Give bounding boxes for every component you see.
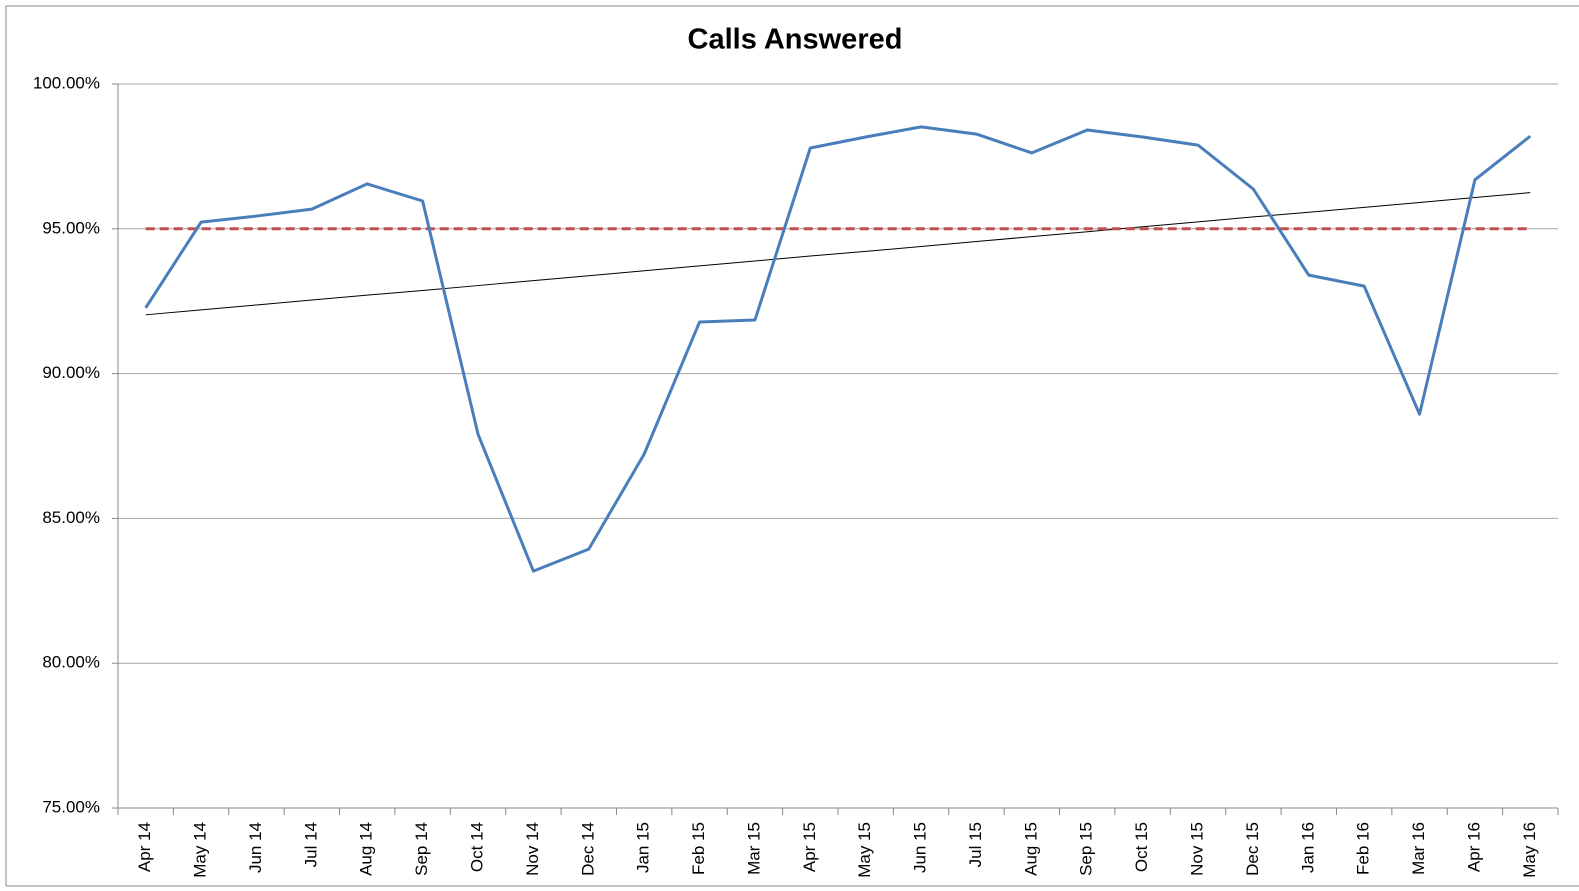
x-tick-label: Mar 15 xyxy=(744,822,763,875)
x-tick-label: Aug 14 xyxy=(357,822,376,876)
y-tick-label: 80.00% xyxy=(42,653,100,672)
x-tick-label: Dec 15 xyxy=(1243,822,1262,876)
y-tick-label: 100.00% xyxy=(33,73,100,92)
chart-frame xyxy=(5,5,1579,887)
x-tick-label: Oct 14 xyxy=(467,822,486,872)
x-tick-label: Feb 16 xyxy=(1354,822,1373,875)
x-tick-label: May 14 xyxy=(191,822,210,878)
x-tick-label: Dec 14 xyxy=(578,822,597,876)
series-line xyxy=(144,125,1532,573)
x-tick-label: Apr 15 xyxy=(800,822,819,872)
x-tick-label: Aug 15 xyxy=(1021,822,1040,876)
y-tick-label: 90.00% xyxy=(42,363,100,382)
x-tick-label: Feb 15 xyxy=(689,822,708,875)
x-tick-label: May 15 xyxy=(855,822,874,878)
x-tick-label: Jan 15 xyxy=(634,822,653,873)
chart-title: Calls Answered xyxy=(688,24,903,56)
x-tick-label: Mar 16 xyxy=(1409,822,1428,875)
x-tick-label: Oct 15 xyxy=(1132,822,1151,872)
x-tick-label: Jun 14 xyxy=(246,822,265,873)
y-tick-label: 75.00% xyxy=(42,797,100,816)
x-tick-label: Jun 15 xyxy=(911,822,930,873)
x-tick-label: May 16 xyxy=(1520,822,1539,878)
x-tick-label: Jul 15 xyxy=(966,822,985,867)
x-tick-label: Nov 15 xyxy=(1187,822,1206,876)
x-tick-label: Apr 16 xyxy=(1464,822,1483,872)
x-tick-label: Sep 15 xyxy=(1077,822,1096,876)
x-tick-label: Sep 14 xyxy=(412,822,431,876)
x-tick-label: Jan 16 xyxy=(1298,822,1317,873)
x-tick-label: Apr 14 xyxy=(135,822,154,872)
series-line xyxy=(145,192,1531,316)
x-tick-label: Jul 14 xyxy=(301,822,320,867)
y-tick-label: 95.00% xyxy=(42,218,100,237)
y-tick-label: 85.00% xyxy=(42,508,100,527)
x-tick-label: Nov 14 xyxy=(523,822,542,876)
